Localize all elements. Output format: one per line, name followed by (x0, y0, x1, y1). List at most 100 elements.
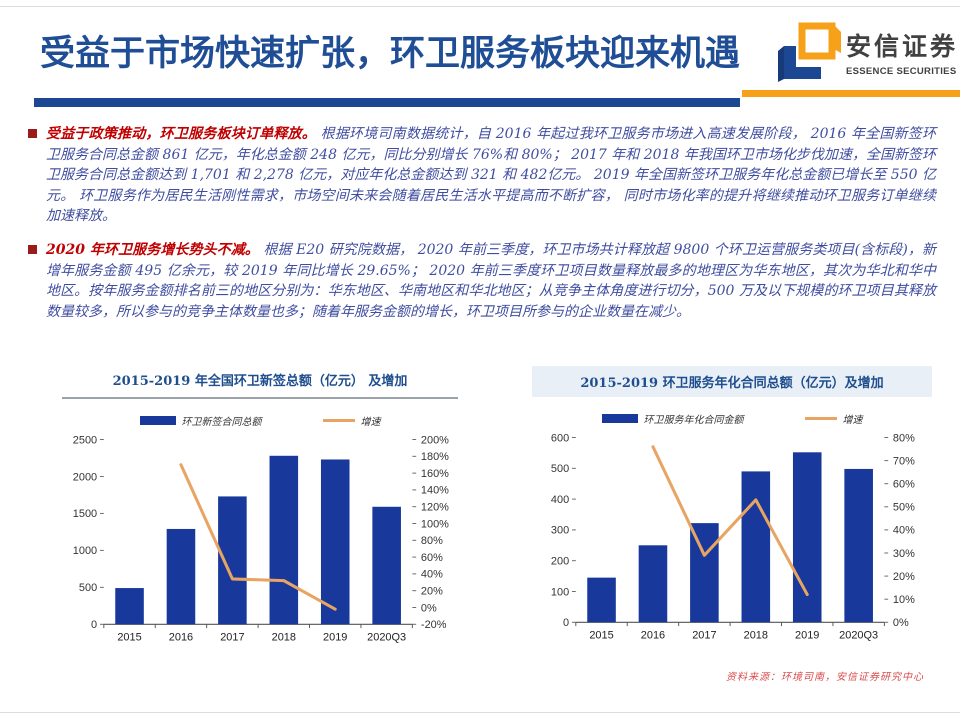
chart-legend: 环卫服务年化合同金额 增速 (532, 411, 932, 426)
bar-2017 (690, 523, 719, 623)
legend-line-series: 增速 (322, 413, 381, 428)
right-axis-tick-label: 70% (893, 455, 915, 467)
essence-securities-logo: 安信证券 ESSENCE SECURITIES (776, 20, 958, 84)
legend-line-series: 增速 (804, 411, 863, 426)
left-axis-tick-label: 2500 (73, 434, 97, 446)
left-axis-tick-label: 1000 (73, 545, 97, 557)
legend-bar-series: 环卫新签合同总额 (139, 413, 262, 428)
logo-name-en: ESSENCE SECURITIES (846, 66, 957, 77)
right-axis-tick-label: 180% (421, 451, 449, 463)
x-axis-category-label: 2015 (589, 629, 613, 641)
x-axis-category-label: 2016 (641, 629, 665, 641)
logo-orange-cube (798, 22, 836, 60)
bullet-lead-text: 受益于政策推动，环卫服务板块订单释放。 (46, 126, 316, 142)
left-axis-tick-label: 2000 (73, 471, 97, 483)
right-axis-tick-label: 40% (421, 569, 443, 581)
chart-new-signed-contracts: 2015-2019 年全国环卫新签总额（亿元） 及增加 环卫新签合同总额 增速 … (60, 366, 460, 655)
bullet-lead-text: 2020 年环卫服务增长势头不减。 (46, 241, 259, 258)
slide-bottom-rule (0, 712, 960, 713)
legend-bar-series: 环卫服务年化合同金额 (601, 411, 744, 426)
x-axis-category-label: 2016 (169, 631, 193, 643)
header-accent-bar-orange (742, 90, 960, 97)
title-underline-bar-navy (34, 98, 740, 107)
right-axis-tick-label: 10% (893, 594, 915, 606)
x-axis-category-label: 2020Q3 (367, 631, 406, 643)
left-axis-tick-label: 600 (551, 432, 569, 444)
legend-bar-label: 环卫新签合同总额 (181, 417, 262, 428)
bar-2016 (638, 545, 668, 623)
logo-mark-icon (778, 22, 841, 82)
x-axis-category-label: 2019 (323, 631, 347, 643)
x-axis-category-label: 2019 (795, 629, 819, 641)
right-axis-tick-label: 20% (421, 585, 443, 597)
right-axis-tick-label: 20% (893, 571, 915, 583)
chart-canvas: 0 500 1000 1500 2000 2500 -20% 0% 20% 40% 60% 80% 10… (73, 434, 449, 643)
left-axis-tick-label: 100 (551, 586, 569, 598)
bar-2020Q3 (844, 468, 873, 623)
growth-rate-line (651, 445, 809, 597)
bar-2018 (269, 455, 299, 625)
bullet-list: 受益于政策推动，环卫服务板块订单释放。 根据环境司南数据统计，自 2016 年起… (28, 124, 936, 335)
right-axis-tick-label: 120% (421, 502, 449, 514)
bar-2020Q3 (372, 506, 401, 625)
logo-name-cn: 安信证券 (846, 33, 959, 61)
right-axis-tick-label: 80% (893, 432, 915, 444)
page-title: 受益于市场快速扩张，环卫服务板块迎来机遇 (40, 34, 741, 74)
right-axis-tick-label: 0% (893, 617, 909, 629)
bullet-item-policy: 受益于政策推动，环卫服务板块订单释放。 根据环境司南数据统计，自 2016 年起… (28, 124, 936, 227)
bar-2018 (741, 471, 771, 623)
right-axis-tick-label: 200% (421, 434, 449, 446)
bar-2016 (166, 528, 196, 625)
left-axis-tick-label: 500 (79, 582, 97, 594)
right-axis-tick-label: 140% (421, 485, 449, 497)
bullet-square-icon (28, 129, 37, 138)
logo-blue-bracket-edge (778, 46, 784, 82)
left-axis-tick-label: 400 (551, 494, 569, 506)
right-axis-tick-label: 60% (421, 552, 443, 564)
logo-text: 安信证券 ESSENCE SECURITIES (846, 27, 958, 77)
x-axis-category-label: 2018 (272, 631, 296, 643)
legend-line-swatch-icon (804, 417, 837, 420)
legend-bar-swatch-icon (139, 416, 176, 425)
right-axis-tick-label: 60% (893, 479, 915, 491)
bullet-body-text: 根据 E20 研究院数据， 2020 年前三季度，环卫市场共计释放超 9800 … (46, 241, 936, 320)
right-axis-tick-label: -20% (421, 619, 447, 631)
bullet-body-text: 根据环境司南数据统计，自 2016 年起过我环卫服务市场进入高速发展阶段， 20… (46, 126, 937, 225)
growth-rate-line (179, 463, 337, 611)
legend-line-swatch-icon (322, 419, 355, 422)
source-note: 资料来源：环境司南，安信证券研究中心 (726, 672, 924, 683)
x-axis-category-label: 2020Q3 (839, 629, 878, 641)
x-axis-category-label: 2015 (117, 631, 141, 643)
bullet-square-icon (28, 244, 37, 254)
right-axis-tick-label: 50% (893, 502, 915, 514)
left-axis-tick-label: 1500 (73, 508, 97, 520)
right-axis-tick-label: 30% (893, 548, 915, 560)
right-axis-tick-label: 80% (421, 535, 443, 547)
x-axis-category-label: 2018 (744, 629, 768, 641)
right-axis-tick-label: 40% (893, 525, 915, 537)
chart-title: 2015-2019 年全国环卫新签总额（亿元） 及增加 (62, 366, 458, 399)
legend-bar-label: 环卫服务年化合同金额 (643, 415, 744, 426)
left-axis-tick-label: 300 (551, 525, 569, 537)
chart-annualized-contracts: 2015-2019 环卫服务年化合同总额（亿元）及增加 环卫服务年化合同金额 增… (532, 366, 932, 653)
legend-line-label: 增速 (842, 415, 863, 426)
logo-blue-bracket (784, 46, 821, 79)
left-axis-tick-label: 200 (551, 556, 569, 568)
x-axis-category-label: 2017 (692, 629, 716, 641)
bar-2019 (792, 452, 822, 623)
right-axis-tick-label: 0% (421, 602, 437, 614)
slide-top-rule (0, 6, 960, 7)
right-axis-tick-label: 160% (421, 468, 449, 480)
chart-canvas: 0 100 200 300 400 500 600 0% 10% 20% 30% 40% 50% 60% 7… (551, 432, 915, 641)
legend-line-label: 增速 (360, 417, 381, 428)
left-axis-tick-label: 0 (563, 617, 569, 629)
right-axis-tick-label: 100% (421, 518, 449, 530)
chart-legend: 环卫新签合同总额 增速 (60, 413, 460, 428)
bar-2019 (320, 459, 350, 625)
logo-orange-cube-edge (832, 23, 841, 53)
bar-2015 (587, 577, 616, 623)
bar-2015 (115, 588, 144, 625)
legend-bar-swatch-icon (601, 414, 638, 423)
left-axis-tick-label: 500 (551, 463, 569, 475)
left-axis-tick-label: 0 (91, 619, 97, 631)
